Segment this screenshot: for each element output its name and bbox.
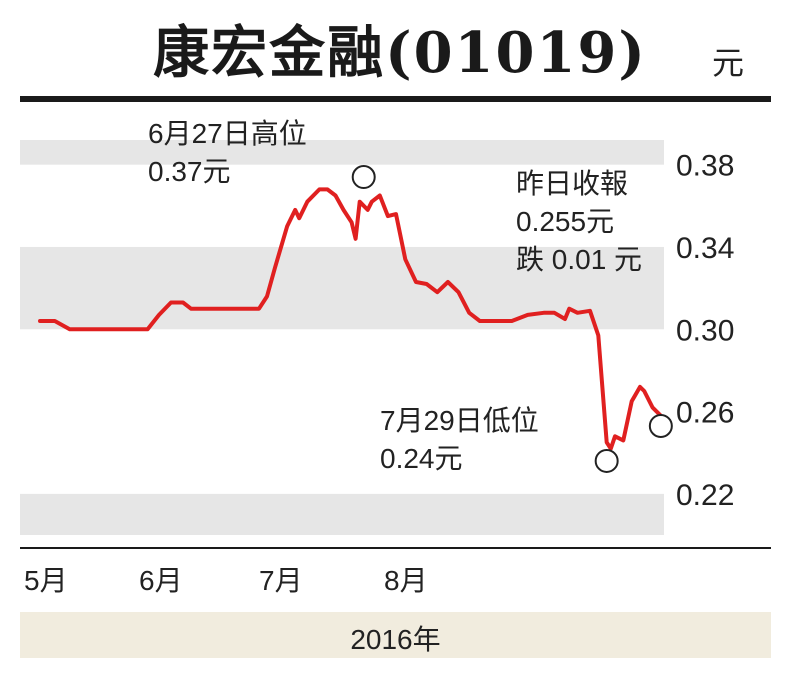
x-tick-label: 8月 bbox=[384, 565, 428, 596]
annotation-text: 跌 0.01 元 bbox=[516, 244, 642, 275]
y-tick-label: 0.30 bbox=[676, 314, 734, 347]
price-line bbox=[38, 187, 663, 451]
x-tick-label: 5月 bbox=[24, 565, 68, 596]
annotation-text: 7月29日低位 bbox=[380, 405, 539, 436]
y-tick-label: 0.34 bbox=[676, 232, 734, 265]
unit-label: 元 bbox=[712, 44, 745, 82]
year-label: 2016年 bbox=[350, 624, 441, 655]
y-tick-label: 0.38 bbox=[676, 150, 734, 183]
annotation-marker bbox=[351, 165, 376, 190]
x-tick-label: 7月 bbox=[259, 565, 303, 596]
y-axis-ticks: 0.22 0.26 0.30 0.34 0.38 bbox=[676, 150, 734, 512]
annotation-text: 0.255元 bbox=[516, 206, 614, 237]
annotation-text: 昨日收報 bbox=[516, 168, 628, 199]
annotation-text: 0.24元 bbox=[380, 443, 463, 474]
x-tick-label: 6月 bbox=[139, 565, 183, 596]
grid-band-0 bbox=[20, 140, 664, 165]
annotation-marker bbox=[594, 448, 619, 473]
y-tick-label: 0.26 bbox=[676, 397, 734, 430]
grid-band-2 bbox=[20, 493, 664, 535]
x-axis-ticks: 5月 6月 7月 8月 bbox=[24, 565, 428, 596]
grid-bands bbox=[20, 140, 664, 535]
annotation-text: 6月27日高位 bbox=[148, 118, 307, 149]
title-rule bbox=[20, 96, 771, 102]
y-tick-label: 0.22 bbox=[676, 479, 734, 512]
annotation-text: 0.37元 bbox=[148, 156, 231, 187]
annotation-marker bbox=[648, 413, 673, 438]
year-bar: 2016年 bbox=[20, 612, 771, 658]
chart-title: 康宏金融(01019) bbox=[153, 20, 647, 86]
